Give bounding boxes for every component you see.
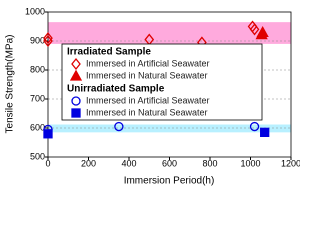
point [114, 121, 124, 132]
plot-frame [47, 11, 292, 158]
x-tick-label: 0 [45, 158, 50, 168]
point [260, 127, 270, 138]
legend-label: Immersed in Natural Seawater [86, 107, 208, 117]
point [43, 34, 53, 48]
point [249, 121, 260, 132]
x-tick-label: 800 [202, 158, 217, 168]
x-axis-title: Immersion Period(h) [124, 176, 215, 187]
point [255, 28, 268, 40]
point [43, 32, 53, 45]
y-tick-label: 500 [30, 151, 45, 161]
x-tick-label: 1000 [240, 158, 260, 168]
legend-marker [71, 108, 81, 118]
legend-label: Immersed in Artificial Seawater [86, 95, 210, 105]
legend-heading: Irradiated Sample [67, 47, 151, 58]
band [48, 124, 291, 133]
y-tick-label: 600 [30, 122, 45, 132]
y-tick-label: 900 [30, 35, 45, 45]
point [43, 129, 53, 139]
legend-marker [71, 57, 81, 71]
y-tick-label: 700 [30, 93, 45, 103]
x-tick-label: 1200 [281, 158, 300, 168]
legend-marker [71, 96, 81, 106]
band [48, 22, 291, 44]
legend-marker [69, 69, 83, 81]
x-tick-label: 200 [81, 158, 96, 168]
legend-label: Immersed in Artificial Seawater [86, 58, 210, 68]
legend-heading: Unirradiated Sample [67, 84, 165, 95]
point [249, 23, 260, 36]
x-tick-label: 600 [162, 158, 177, 168]
legend-label: Immersed in Natural Seawater [86, 70, 208, 80]
x-tick-label: 400 [121, 158, 136, 168]
y-tick-label: 1000 [25, 6, 45, 16]
legend-box [61, 43, 263, 121]
y-tick-label: 800 [30, 64, 45, 74]
y-axis-title: Tensile Strength(MPa) [5, 35, 16, 134]
chart: Immersion Period(h) Tensile Strength(MPa… [5, 6, 300, 187]
